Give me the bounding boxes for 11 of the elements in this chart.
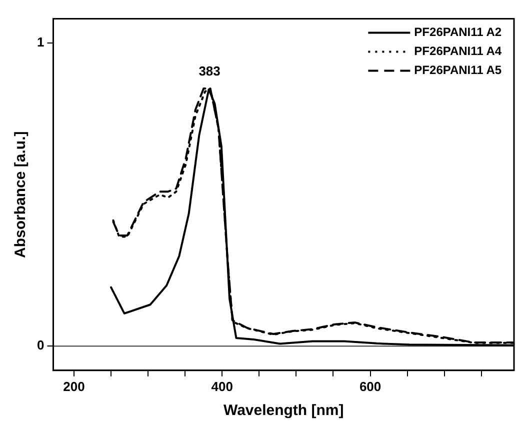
x-tick-label: 400 [211,378,233,394]
y-tick-label: 0 [36,338,44,353]
legend-label: PF26PANI11 A2 [414,25,502,40]
x-tick-label: 200 [63,378,85,394]
x-axis-title: Wavelength [nm] [223,402,344,420]
y-tick-label: 1 [36,34,44,50]
legend-label: PF26PANI11 A5 [414,63,502,78]
legend-label: PF26PANI11 A4 [414,44,502,58]
x-tick-label: 600 [359,378,382,394]
y-axis-title: Absorbance [a.u.] [12,131,30,258]
annotation: 383 [198,64,220,79]
